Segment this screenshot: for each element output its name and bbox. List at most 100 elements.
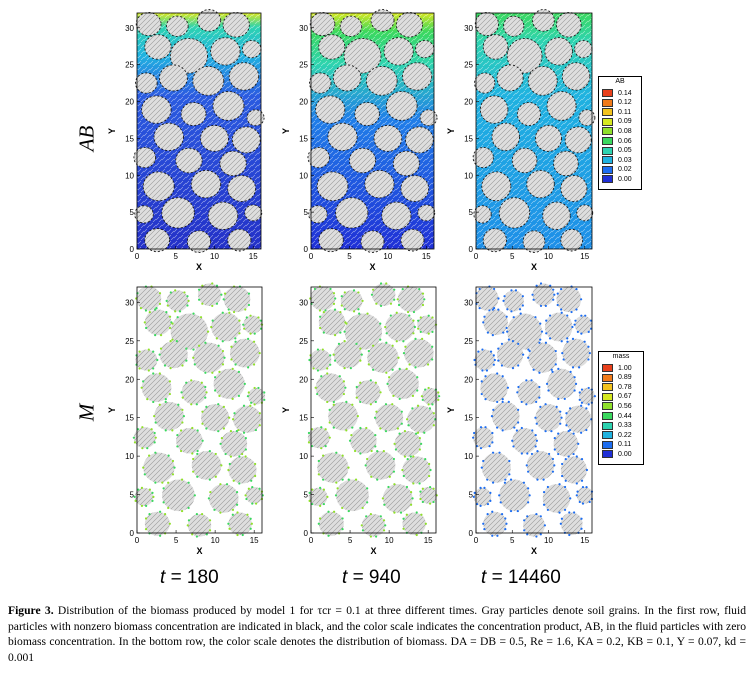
biomass-particle xyxy=(509,478,513,481)
plot-frame xyxy=(310,12,435,250)
soil-grain xyxy=(133,427,156,449)
biomass-particle xyxy=(221,311,224,314)
biomass-particle xyxy=(218,370,221,373)
biomass-particle xyxy=(580,332,583,335)
soil-grain xyxy=(333,341,362,369)
figure-caption: Figure 3. Distribution of the biomass pr… xyxy=(8,603,746,665)
biomass-particle xyxy=(343,291,346,294)
biomass-particle xyxy=(542,478,545,481)
biomass-particle xyxy=(322,502,325,506)
y-tick-label: 15 xyxy=(299,414,308,423)
soil-grain xyxy=(355,380,381,405)
biomass-particle xyxy=(496,426,499,429)
biomass-particle xyxy=(428,502,432,505)
biomass-particle xyxy=(197,288,201,291)
biomass-particle xyxy=(241,452,244,456)
soil-grain xyxy=(556,286,582,313)
soil-grain xyxy=(400,175,430,202)
biomass-particle xyxy=(201,410,204,413)
biomass-particle xyxy=(587,330,590,333)
biomass-particle xyxy=(498,494,501,497)
soil-grain xyxy=(473,487,492,506)
legend-mass-level-label: 0.89 xyxy=(618,374,632,382)
biomass-particle xyxy=(557,432,560,435)
biomass-particle xyxy=(486,513,489,516)
biomass-particle xyxy=(393,483,396,486)
biomass-particle xyxy=(395,340,398,343)
biomass-particle xyxy=(560,517,564,520)
x-axis-label: X xyxy=(370,546,376,556)
biomass-particle xyxy=(307,431,311,435)
biomass-particle xyxy=(473,431,476,435)
soil-grain xyxy=(223,286,251,313)
biomass-particle xyxy=(181,421,184,424)
biomass-particle xyxy=(223,356,226,359)
soil-grain xyxy=(318,511,344,536)
biomass-particle xyxy=(538,371,541,374)
biomass-particle xyxy=(538,396,541,399)
biomass-particle xyxy=(491,431,494,435)
biomass-particle xyxy=(567,429,570,433)
biomass-particle xyxy=(416,389,419,392)
soil-grain xyxy=(154,401,184,431)
biomass-particle xyxy=(587,386,590,390)
biomass-particle xyxy=(372,344,375,347)
legend-mass-entry: 0.00 xyxy=(602,450,632,459)
biomass-particle xyxy=(560,416,563,419)
biomass-particle xyxy=(320,447,323,450)
biomass-particle xyxy=(496,534,499,537)
biomass-particle xyxy=(379,338,382,341)
biomass-particle xyxy=(339,311,342,314)
biomass-particle xyxy=(176,316,179,319)
biomass-particle xyxy=(485,369,489,372)
biomass-particle xyxy=(551,457,555,461)
biomass-particle xyxy=(580,479,584,482)
biomass-particle xyxy=(258,412,261,415)
biomass-particle xyxy=(219,442,222,445)
biomass-particle xyxy=(501,400,504,404)
biomass-particle xyxy=(369,379,372,382)
biomass-particle xyxy=(381,497,384,500)
soil-grain xyxy=(560,228,584,252)
biomass-particle xyxy=(393,442,396,445)
biomass-particle xyxy=(508,459,511,463)
y-tick-label: 20 xyxy=(125,98,134,107)
biomass-particle xyxy=(235,503,239,506)
x-tick-label: 10 xyxy=(544,252,553,261)
biomass-particle xyxy=(517,408,520,411)
biomass-particle xyxy=(171,322,174,325)
soil-grain xyxy=(315,373,346,403)
biomass-particle xyxy=(334,494,338,497)
biomass-particle xyxy=(355,342,358,345)
biomass-particle xyxy=(316,369,320,372)
biomass-particle xyxy=(150,428,153,431)
biomass-particle xyxy=(391,403,394,406)
biomass-particle xyxy=(389,314,392,317)
biomass-particle xyxy=(376,478,379,481)
soil-grain xyxy=(560,456,587,484)
biomass-particle xyxy=(343,367,346,370)
biomass-particle xyxy=(379,515,382,518)
biomass-particle xyxy=(144,517,148,520)
y-tick-label: 25 xyxy=(299,337,308,346)
biomass-particle xyxy=(500,364,504,367)
biomass-particle xyxy=(432,412,435,415)
biomass-particle xyxy=(539,304,543,308)
biomass-particle xyxy=(560,308,563,311)
soil-grain xyxy=(142,171,175,202)
biomass-particle xyxy=(311,488,314,491)
biomass-particle xyxy=(560,311,563,314)
y-tick-label: 5 xyxy=(304,208,309,217)
legend-mass-entry: 0.11 xyxy=(602,440,631,449)
biomass-particle xyxy=(352,310,356,313)
soil-grain xyxy=(222,12,250,38)
biomass-particle xyxy=(497,359,500,362)
biomass-particle xyxy=(176,445,179,448)
biomass-particle xyxy=(236,511,239,514)
biomass-particle xyxy=(227,522,230,525)
soil-grain xyxy=(523,514,545,537)
biomass-particle xyxy=(361,506,364,510)
x-tick-label: 5 xyxy=(510,252,515,261)
legend-mass-entry: 0.89 xyxy=(602,373,632,382)
biomass-particle xyxy=(556,303,559,307)
